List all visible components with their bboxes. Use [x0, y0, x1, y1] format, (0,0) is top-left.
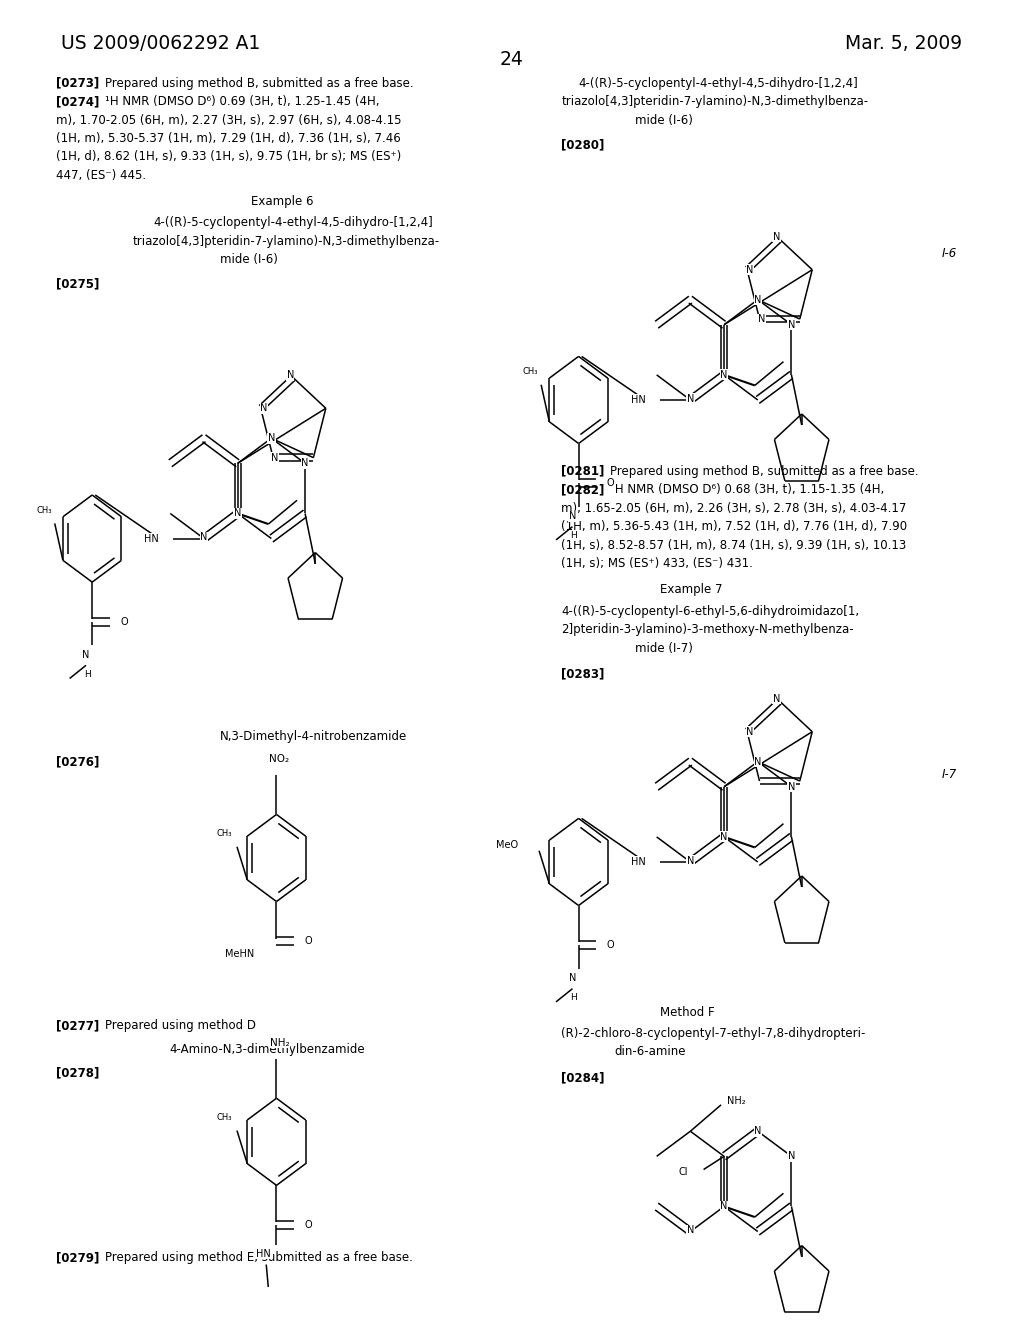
- Text: O: O: [304, 936, 312, 946]
- Text: [0283]: [0283]: [561, 668, 604, 681]
- Text: N: N: [754, 1126, 762, 1137]
- Text: N: N: [720, 1201, 728, 1212]
- Text: mide (I-7): mide (I-7): [635, 642, 693, 655]
- Text: N: N: [233, 508, 242, 519]
- Text: N: N: [301, 458, 309, 469]
- Text: din-6-amine: din-6-amine: [614, 1045, 686, 1059]
- Text: N: N: [82, 649, 90, 660]
- Text: Example 6: Example 6: [251, 195, 313, 209]
- Text: [0274]: [0274]: [56, 95, 99, 108]
- Text: MeO: MeO: [497, 841, 518, 850]
- Text: [0278]: [0278]: [56, 1067, 99, 1080]
- Text: (1H, s), 8.52-8.57 (1H, m), 8.74 (1H, s), 9.39 (1H, s), 10.13: (1H, s), 8.52-8.57 (1H, m), 8.74 (1H, s)…: [561, 539, 906, 552]
- Text: NO₂: NO₂: [269, 754, 290, 764]
- Text: NH₂: NH₂: [727, 1096, 745, 1106]
- Text: [0277]: [0277]: [56, 1019, 99, 1032]
- Text: NH₂: NH₂: [269, 1038, 290, 1048]
- Text: N: N: [787, 781, 796, 792]
- Text: N: N: [746, 265, 754, 275]
- Text: CH₃: CH₃: [216, 829, 231, 838]
- Text: (1H, s); MS (ES⁺) 433, (ES⁻) 431.: (1H, s); MS (ES⁺) 433, (ES⁻) 431.: [561, 557, 753, 570]
- Text: MeHN: MeHN: [224, 949, 254, 960]
- Text: HN: HN: [256, 1249, 270, 1259]
- Text: I-6: I-6: [942, 247, 957, 260]
- Text: I-7: I-7: [942, 768, 957, 781]
- Text: 24: 24: [500, 50, 524, 69]
- Text: N: N: [746, 727, 754, 737]
- Text: (1H, m), 5.36-5.43 (1H, m), 7.52 (1H, d), 7.76 (1H, d), 7.90: (1H, m), 5.36-5.43 (1H, m), 7.52 (1H, d)…: [561, 520, 907, 533]
- Text: H: H: [570, 532, 577, 540]
- Text: N: N: [271, 453, 279, 462]
- Text: ¹H NMR (DMSO D⁶) 0.69 (3H, t), 1.25-1.45 (4H,: ¹H NMR (DMSO D⁶) 0.69 (3H, t), 1.25-1.45…: [90, 95, 380, 108]
- Text: N: N: [287, 370, 294, 380]
- Text: [0281]: [0281]: [561, 465, 604, 478]
- Text: N: N: [754, 756, 762, 767]
- Text: CH₃: CH₃: [36, 506, 51, 515]
- Text: Mar. 5, 2009: Mar. 5, 2009: [846, 34, 963, 53]
- Text: HN: HN: [631, 395, 645, 405]
- Text: CH₃: CH₃: [522, 367, 538, 376]
- Text: Prepared using method D: Prepared using method D: [90, 1019, 256, 1032]
- Text: Cl: Cl: [679, 1167, 688, 1177]
- Text: N: N: [267, 433, 275, 444]
- Text: [0275]: [0275]: [56, 277, 99, 290]
- Text: N: N: [687, 855, 694, 866]
- Text: N: N: [773, 693, 780, 704]
- Text: (R)-2-chloro-8-cyclopentyl-7-ethyl-7,8-dihydropteri-: (R)-2-chloro-8-cyclopentyl-7-ethyl-7,8-d…: [561, 1027, 865, 1040]
- Text: O: O: [606, 478, 614, 488]
- Text: N,3-Dimethyl-4-nitrobenzamide: N,3-Dimethyl-4-nitrobenzamide: [220, 730, 408, 743]
- Text: ¹H NMR (DMSO D⁶) 0.68 (3H, t), 1.15-1.35 (4H,: ¹H NMR (DMSO D⁶) 0.68 (3H, t), 1.15-1.35…: [595, 483, 885, 496]
- Text: H: H: [84, 671, 90, 678]
- Text: Prepared using method E, submitted as a free base.: Prepared using method E, submitted as a …: [90, 1251, 414, 1265]
- Text: Prepared using method B, submitted as a free base.: Prepared using method B, submitted as a …: [90, 77, 414, 90]
- Text: N: N: [568, 511, 577, 521]
- Text: N: N: [720, 832, 728, 842]
- Text: N: N: [687, 393, 694, 404]
- Text: N: N: [754, 294, 762, 305]
- Text: US 2009/0062292 A1: US 2009/0062292 A1: [61, 34, 261, 53]
- Text: O: O: [304, 1220, 312, 1230]
- Text: [0276]: [0276]: [56, 755, 99, 768]
- Text: Prepared using method B, submitted as a free base.: Prepared using method B, submitted as a …: [595, 465, 919, 478]
- Text: triazolo[4,3]pteridin-7-ylamino)-N,3-dimethylbenza-: triazolo[4,3]pteridin-7-ylamino)-N,3-dim…: [133, 235, 440, 248]
- Text: 4-((R)-5-cyclopentyl-4-ethyl-4,5-dihydro-[1,2,4]: 4-((R)-5-cyclopentyl-4-ethyl-4,5-dihydro…: [154, 216, 433, 230]
- Text: 4-((R)-5-cyclopentyl-6-ethyl-5,6-dihydroimidazo[1,: 4-((R)-5-cyclopentyl-6-ethyl-5,6-dihydro…: [561, 605, 859, 618]
- Text: (1H, d), 8.62 (1H, s), 9.33 (1H, s), 9.75 (1H, br s); MS (ES⁺): (1H, d), 8.62 (1H, s), 9.33 (1H, s), 9.7…: [56, 150, 401, 164]
- Text: [0279]: [0279]: [56, 1251, 99, 1265]
- Text: [0273]: [0273]: [56, 77, 99, 90]
- Text: 447, (ES⁻) 445.: 447, (ES⁻) 445.: [56, 169, 146, 182]
- Text: 4-Amino-N,3-dimethylbenzamide: 4-Amino-N,3-dimethylbenzamide: [169, 1043, 365, 1056]
- Text: N: N: [568, 973, 577, 983]
- Text: N: N: [758, 314, 765, 323]
- Text: [0282]: [0282]: [561, 483, 604, 496]
- Text: N: N: [720, 370, 728, 380]
- Text: mide (I-6): mide (I-6): [635, 114, 693, 127]
- Text: N: N: [687, 1225, 694, 1236]
- Text: N: N: [787, 1151, 796, 1162]
- Text: O: O: [120, 616, 128, 627]
- Text: H: H: [570, 994, 577, 1002]
- Text: [0284]: [0284]: [561, 1072, 604, 1085]
- Text: 4-((R)-5-cyclopentyl-4-ethyl-4,5-dihydro-[1,2,4]: 4-((R)-5-cyclopentyl-4-ethyl-4,5-dihydro…: [579, 77, 858, 90]
- Text: (1H, m), 5.30-5.37 (1H, m), 7.29 (1H, d), 7.36 (1H, s), 7.46: (1H, m), 5.30-5.37 (1H, m), 7.29 (1H, d)…: [56, 132, 401, 145]
- Text: N: N: [260, 404, 267, 413]
- Text: O: O: [606, 940, 614, 950]
- Text: m), 1.65-2.05 (6H, m), 2.26 (3H, s), 2.78 (3H, s), 4.03-4.17: m), 1.65-2.05 (6H, m), 2.26 (3H, s), 2.7…: [561, 502, 906, 515]
- Text: triazolo[4,3]pteridin-7-ylamino)-N,3-dimethylbenza-: triazolo[4,3]pteridin-7-ylamino)-N,3-dim…: [561, 95, 868, 108]
- Text: HN: HN: [631, 857, 645, 867]
- Text: HN: HN: [144, 533, 159, 544]
- Text: 2]pteridin-3-ylamino)-3-methoxy-N-methylbenza-: 2]pteridin-3-ylamino)-3-methoxy-N-methyl…: [561, 623, 854, 636]
- Text: Example 7: Example 7: [660, 583, 723, 597]
- Text: mide (I-6): mide (I-6): [220, 253, 279, 267]
- Text: N: N: [773, 231, 780, 242]
- Text: N: N: [787, 319, 796, 330]
- Text: m), 1.70-2.05 (6H, m), 2.27 (3H, s), 2.97 (6H, s), 4.08-4.15: m), 1.70-2.05 (6H, m), 2.27 (3H, s), 2.9…: [56, 114, 401, 127]
- Text: N: N: [201, 532, 208, 543]
- Text: [0280]: [0280]: [561, 139, 604, 152]
- Text: Method F: Method F: [660, 1006, 715, 1019]
- Text: CH₃: CH₃: [216, 1113, 231, 1122]
